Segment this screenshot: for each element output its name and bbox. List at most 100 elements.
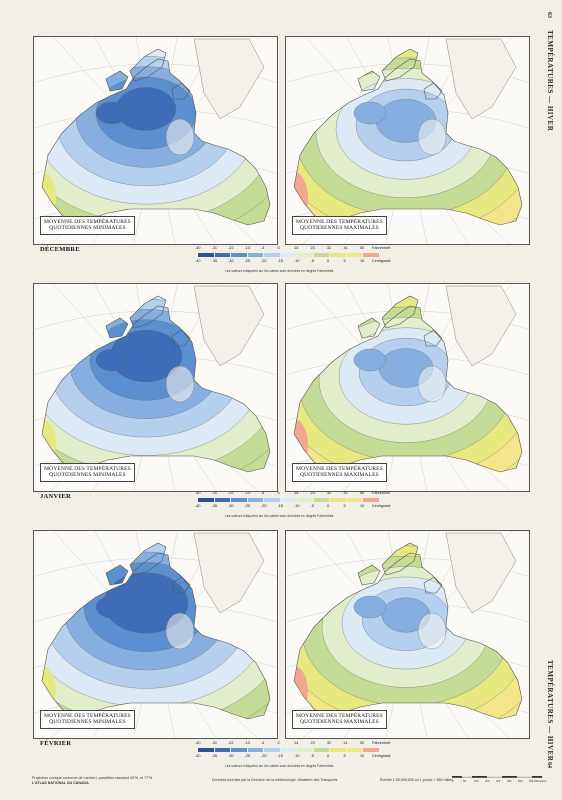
map-title-max: MOYENNE DES TEMPÉRATURES QUOTIDIENNES MAX… [292, 463, 387, 482]
scale-value: 300 [496, 779, 501, 783]
legend-color-swatch [247, 498, 263, 502]
legend-color-swatch [198, 253, 214, 257]
legend-celsius-value: -30 [228, 754, 234, 758]
legend-celsius-unit: Centigrade [372, 754, 391, 758]
hudson-bay [165, 612, 195, 650]
legend-celsius-value: -10 [294, 754, 300, 758]
map-title-max: MOYENNE DES TEMPÉRATURES QUOTIDIENNES MAX… [292, 216, 387, 235]
legend-fahrenheit-value: -4 [261, 491, 265, 495]
legend-color-swatch [214, 498, 230, 502]
legend-celsius-value: -20 [261, 259, 267, 263]
legend-color-swatch [346, 748, 362, 752]
map-title-line2: QUOTIDIENNES MAXIMALES [300, 472, 379, 479]
greenland-outline [193, 532, 265, 614]
map-max-temp-january: MOYENNE DES TEMPÉRATURES QUOTIDIENNES MAX… [285, 283, 530, 492]
legend-color-swatch [330, 253, 346, 257]
greenland-outline [445, 532, 517, 614]
legend-color-swatch [363, 748, 379, 752]
legend-color-swatch [214, 253, 230, 257]
legend-celsius-value: 10 [360, 259, 365, 263]
greenland-outline [445, 285, 517, 367]
legend-fahrenheit-value: 50 [360, 491, 365, 495]
legend-celsius-value: -25 [244, 504, 251, 508]
legend-celsius-value: -40 [195, 504, 201, 508]
map-title-line2: QUOTIDIENNES MAXIMALES [300, 719, 379, 726]
legend-fahrenheit-unit: Fahrenheit [372, 741, 391, 745]
map-title-line2: QUOTIDIENNES MAXIMALES [300, 225, 379, 232]
legend-celsius-value: 10 [360, 504, 365, 508]
legend-celsius-value: -30 [228, 259, 234, 263]
footer-scale-label: Échelle 1:35,000,000 ou 1 pouce = 552 mi… [380, 778, 453, 782]
legend-color-swatch [264, 748, 280, 752]
legend-color-swatch [231, 498, 247, 502]
greenland-outline [445, 38, 517, 120]
legend-fahrenheit-value: -40 [195, 741, 201, 745]
legend-fahrenheit-value: -22 [228, 491, 234, 495]
legend-color-swatch [280, 748, 296, 752]
map-title-min: MOYENNE DES TEMPÉRATURES QUOTIDIENNES MIN… [40, 710, 135, 729]
legend-january: -40 -31 -22 -13 -4 5 14 23 32 41 50 -40 -35 -30 -25 -20… [195, 491, 395, 521]
legend-celsius-value: 0 [327, 504, 330, 508]
scale-value: 400 [507, 779, 512, 783]
legend-color-swatch [247, 253, 263, 257]
legend-fahrenheit-value: 14 [294, 741, 299, 745]
hudson-bay [165, 365, 195, 403]
legend-note: Les valeurs indiquées sur les cartes son… [225, 269, 335, 273]
map-title-min: MOYENNE DES TEMPÉRATURES QUOTIDIENNES MIN… [40, 463, 135, 482]
legend-fahrenheit-value: 32 [327, 741, 332, 745]
map-max-temp-february: MOYENNE DES TEMPÉRATURES QUOTIDIENNES MAX… [285, 530, 530, 739]
legend-fahrenheit-value: 5 [277, 246, 280, 250]
legend-celsius-value: -35 [211, 504, 218, 508]
side-title-bottom: TEMPÉRATURES — HIVER [546, 660, 554, 762]
legend-celsius-value: -20 [261, 754, 267, 758]
legend-color-swatch [214, 748, 230, 752]
hudson-bay [417, 612, 447, 650]
map-min-temp-january: MOYENNE DES TEMPÉRATURES QUOTIDIENNES MIN… [33, 283, 278, 492]
greenland-outline [193, 285, 265, 367]
map-title-max: MOYENNE DES TEMPÉRATURES QUOTIDIENNES MAX… [292, 710, 387, 729]
legend-fahrenheit-value: -4 [261, 741, 265, 745]
legend-color-swatch [280, 253, 296, 257]
map-title-line2: QUOTIDIENNES MINIMALES [49, 472, 126, 479]
cold-core [95, 595, 129, 619]
scale-value: 50 [463, 779, 466, 783]
page-number-top: 63 [546, 12, 552, 18]
hudson-bay [417, 118, 447, 156]
legend-color-swatch [280, 498, 296, 502]
legend-fahrenheit-value: -22 [228, 246, 234, 250]
map-title-line2: QUOTIDIENNES MINIMALES [49, 225, 126, 232]
legend-color-swatch [297, 253, 313, 257]
legend-fahrenheit-value: 50 [360, 741, 365, 745]
month-label-february: FÉVRIER [40, 740, 72, 747]
legend-color-swatch [363, 498, 379, 502]
cold-core [353, 595, 387, 619]
footer-atlas-title: L'ATLAS NATIONAL DU CANADA [32, 781, 89, 785]
scale-value: 500 [518, 779, 523, 783]
legend-celsius-value: 0 [327, 259, 330, 263]
legend-fahrenheit-value: 5 [277, 741, 280, 745]
legend-fahrenheit-value: -13 [244, 246, 251, 250]
legend-color-swatch [231, 748, 247, 752]
legend-fahrenheit-value: 32 [327, 246, 332, 250]
canada-outline [293, 48, 523, 226]
legend-color-swatch [313, 748, 329, 752]
legend-celsius-value: -5 [310, 259, 314, 263]
legend-color-swatch [198, 748, 214, 752]
legend-fahrenheit-unit: Fahrenheit [372, 246, 391, 250]
map-title-line1: MOYENNE DES TEMPÉRATURES [296, 466, 383, 472]
legend-fahrenheit-value: 41 [343, 246, 348, 250]
legend-celsius-value: 5 [343, 754, 346, 758]
hudson-bay [165, 118, 195, 156]
legend-fahrenheit-value: 14 [294, 246, 299, 250]
legend-color-swatch [330, 498, 346, 502]
map-title-line2: QUOTIDIENNES MINIMALES [49, 719, 126, 726]
map-title-line1: MOYENNE DES TEMPÉRATURES [296, 219, 383, 225]
cold-core [353, 348, 387, 372]
legend-celsius-value: -15 [277, 259, 284, 263]
legend-fahrenheit-value: 50 [360, 246, 365, 250]
map-min-temp-december: MOYENNE DES TEMPÉRATURES QUOTIDIENNES MIN… [33, 36, 278, 245]
canada-outline [41, 542, 271, 720]
legend-celsius-value: -10 [294, 259, 300, 263]
legend-color-swatch [346, 498, 362, 502]
legend-fahrenheit-value: 41 [343, 491, 348, 495]
